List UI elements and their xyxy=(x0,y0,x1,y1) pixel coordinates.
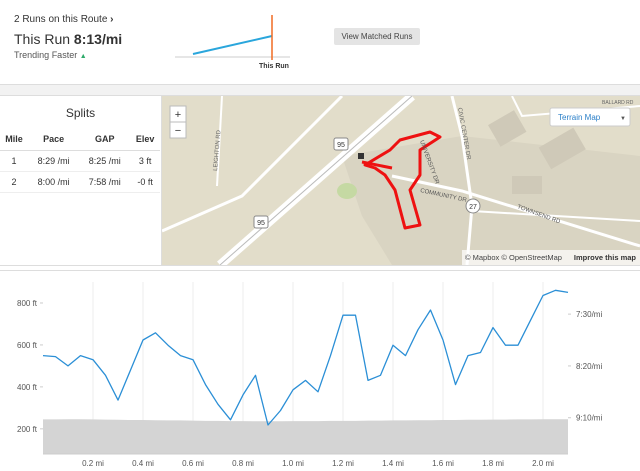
x-tick-label: 1.0 mi xyxy=(282,459,304,468)
splits-cell: 2 xyxy=(0,171,28,193)
zoom-out[interactable]: − xyxy=(169,121,187,139)
route-spur xyxy=(361,160,393,170)
terrain-label[interactable]: Terrain Map xyxy=(558,113,601,122)
splits-column: Pace xyxy=(28,128,80,151)
road xyxy=(216,96,223,187)
splits-table: Mile Pace GAP Elev 1 8:29 /mi 8:25 /mi 3 ft 2 8:… xyxy=(0,128,160,193)
map-building xyxy=(488,110,527,147)
finish-flag xyxy=(358,153,364,159)
splits-column: GAP xyxy=(79,128,131,151)
map: LEIGHTON RD CIVIC CENTER DR COMMUNITY DR… xyxy=(162,96,640,265)
splits-cell: 1 xyxy=(0,150,28,172)
attribution[interactable]: © Mapbox © OpenStreetMap xyxy=(465,253,562,262)
routes-link[interactable]: 2 Runs on this Route › xyxy=(14,14,114,25)
road xyxy=(162,96,344,233)
this-run-label: This Run xyxy=(14,31,71,47)
splits-column: Elev xyxy=(130,128,160,151)
shield xyxy=(465,198,481,214)
shield-label: 95 xyxy=(337,142,345,149)
matched-runs-button[interactable]: View Matched Runs xyxy=(334,28,420,45)
x-tick-label: 1.4 mi xyxy=(382,459,404,468)
trend: Trending Faster ▲ xyxy=(14,50,87,60)
zoom-out-box[interactable] xyxy=(169,121,187,139)
road-label: BALLARD RD xyxy=(602,100,634,106)
shield xyxy=(253,215,269,229)
terrain-box[interactable] xyxy=(549,107,631,127)
zoom-out-label[interactable]: − xyxy=(175,125,181,137)
y2-tick-label: 7:30/mi xyxy=(576,310,602,319)
road xyxy=(450,96,474,265)
area xyxy=(43,419,568,454)
mini-chart-label: This Run xyxy=(259,63,289,70)
y2-tick-label: 9:10/mi xyxy=(576,414,602,423)
x-tick-label: 1.8 mi xyxy=(482,459,504,468)
zoom-in-label[interactable]: + xyxy=(175,109,181,121)
shield-label: 27 xyxy=(469,204,477,211)
x-tick-label: 0.2 mi xyxy=(82,459,104,468)
mini-trend-line xyxy=(192,35,273,55)
x-tick-label: 0.6 mi xyxy=(182,459,204,468)
splits-cell: 8:00 /mi xyxy=(28,171,80,193)
splits-row: 1 8:29 /mi 8:25 /mi 3 ft xyxy=(0,150,160,172)
shield xyxy=(333,137,349,151)
map-building xyxy=(538,127,586,170)
x-tick-label: 0.4 mi xyxy=(132,459,154,468)
this-run: This Run 8:13/mi xyxy=(14,31,122,47)
improve-map[interactable]: Improve this map xyxy=(574,253,637,262)
y-tick-label: 600 ft xyxy=(17,341,38,350)
y-tick-label: 400 ft xyxy=(17,383,38,392)
splits-cell: 8:25 /mi xyxy=(79,150,131,172)
zoom-in[interactable]: + xyxy=(169,105,187,123)
y-tick-label: 200 ft xyxy=(17,425,38,434)
trend-text: Trending Faster xyxy=(14,50,78,60)
road xyxy=(471,210,640,222)
splits-title: Splits xyxy=(65,106,96,120)
x-tick-label: 1.6 mi xyxy=(432,459,454,468)
separator xyxy=(0,85,640,95)
splits-column: Mile xyxy=(0,128,28,151)
map-building xyxy=(512,176,542,194)
highway-center xyxy=(219,96,413,265)
line xyxy=(42,289,569,426)
shield-label: 95 xyxy=(257,220,265,227)
splits-cell: 3 ft xyxy=(130,150,160,172)
map-park xyxy=(337,183,357,199)
terrain-caret[interactable]: ▼ xyxy=(620,116,626,122)
splits-header-row: Mile Pace GAP Elev xyxy=(0,128,160,151)
splits-cell: -0 ft xyxy=(130,171,160,193)
y2-tick-label: 8:20/mi xyxy=(576,362,602,371)
this-run-pace: 8:13/mi xyxy=(73,31,123,47)
splits-row: 2 8:00 /mi 7:58 /mi -0 ft xyxy=(0,171,160,193)
splits-panel: Splits Mile Pace GAP Elev 1 8:29 /mi 8:25 /mi… xyxy=(0,96,162,265)
x-tick-label: 1.2 mi xyxy=(332,459,354,468)
road-label: LEIGHTON RD xyxy=(213,129,223,171)
splits-map-section: Splits Mile Pace GAP Elev 1 8:29 /mi 8:25 /mi… xyxy=(0,95,640,266)
routes-link-text[interactable]: 2 Runs on this Route xyxy=(14,14,108,25)
attribution-bg xyxy=(462,250,640,265)
trend-icon: ▲ xyxy=(79,53,87,60)
splits-cell: 8:29 /mi xyxy=(28,150,80,172)
chart: 0.2 mi 0.4 mi 0.6 mi 0.8 mi 1.0 mi 1.2 mi 1.4 … xyxy=(0,270,640,468)
y-tick-label: 800 ft xyxy=(17,299,38,308)
terrain-button[interactable]: Terrain Map ▼ xyxy=(549,107,631,127)
splits-cell: 7:58 /mi xyxy=(79,171,131,193)
route xyxy=(363,130,442,230)
x-tick-label: 0.8 mi xyxy=(232,459,254,468)
header-section: 2 Runs on this Route › This Run 8:13/mi … xyxy=(0,0,640,85)
x-tick-label: 2.0 mi xyxy=(532,459,554,468)
splits-body: 1 8:29 /mi 8:25 /mi 3 ft 2 8:00 /mi 7:58 /mi -0… xyxy=(0,150,160,193)
mini-chart: This Run xyxy=(175,15,290,70)
